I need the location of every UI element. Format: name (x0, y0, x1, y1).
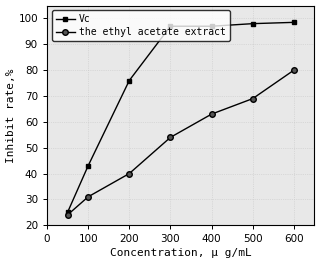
X-axis label: Concentration, μ g/mL: Concentration, μ g/mL (110, 248, 252, 258)
Line: the ethyl acetate extract: the ethyl acetate extract (65, 67, 297, 218)
Legend: Vc, the ethyl acetate extract: Vc, the ethyl acetate extract (52, 10, 230, 41)
Vc (66, 211, 69, 214)
the ethyl acetate extract (292, 69, 296, 72)
the ethyl acetate extract (66, 213, 69, 216)
Vc (210, 25, 213, 28)
the ethyl acetate extract (251, 97, 255, 100)
Vc (251, 22, 255, 25)
the ethyl acetate extract (127, 172, 131, 175)
Y-axis label: Inhibit rate,%: Inhibit rate,% (5, 68, 16, 163)
the ethyl acetate extract (210, 112, 213, 116)
Line: Vc: Vc (65, 20, 296, 215)
Vc (169, 25, 172, 28)
the ethyl acetate extract (169, 136, 172, 139)
the ethyl acetate extract (86, 195, 90, 199)
Vc (127, 79, 131, 82)
Vc (86, 164, 90, 167)
Vc (292, 21, 296, 24)
